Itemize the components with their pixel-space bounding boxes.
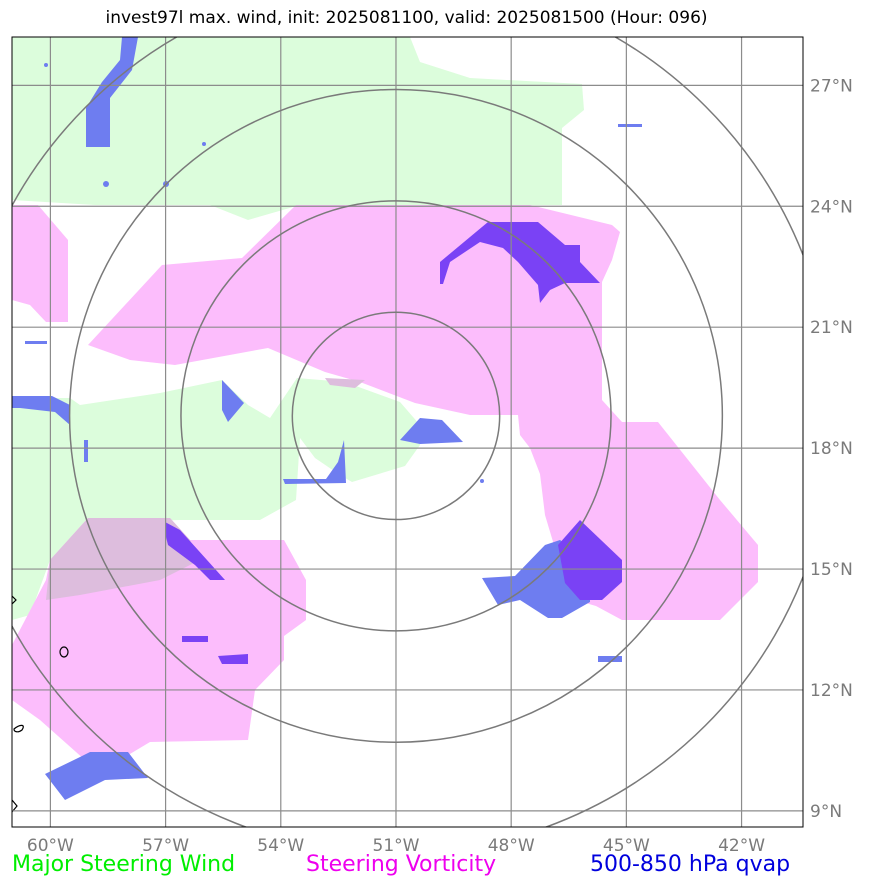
qvap-center-south-streak: [283, 440, 346, 484]
range-rings: [12, 37, 803, 827]
qvap-bottom-left-patch: [45, 752, 148, 800]
lon-tick-label: 57°W: [142, 836, 189, 856]
overlap-region-southwest: [46, 518, 200, 600]
lon-tick-label: 60°W: [27, 836, 74, 856]
lat-tick-label: 12°N: [810, 681, 853, 701]
lon-tick-label: 45°W: [603, 836, 650, 856]
qvap-west-dash: [25, 341, 47, 344]
contour-fragment-1: [59, 646, 69, 658]
lat-tick-label: 24°N: [810, 197, 853, 217]
lon-tick-label: 54°W: [257, 836, 304, 856]
range-ring: [180, 200, 612, 632]
map-title: invest97l max. wind, init: 2025081100, v…: [105, 8, 708, 28]
legend-steering-wind: Major Steering Wind: [12, 852, 236, 877]
qvap-dot-1: [44, 63, 48, 67]
contour-fragment-3: [12, 595, 17, 605]
qvap-west-strip: [12, 396, 70, 425]
lat-tick-label: 15°N: [810, 560, 853, 580]
range-ring: [68, 88, 724, 744]
contour-fragment-4: [12, 799, 18, 813]
overlap-region-center: [325, 378, 365, 388]
qvap-layer: [12, 37, 642, 800]
qvap-west-center-patch: [222, 380, 244, 422]
qvap-east-streak: [598, 656, 622, 662]
qvap-northeast-dash: [618, 124, 642, 127]
lat-tick-label: 21°N: [810, 318, 853, 338]
wind-region-north: [12, 37, 584, 220]
qvap-dot-5: [480, 479, 484, 483]
qvap-small-west: [84, 440, 88, 462]
qvap-dot-2: [103, 181, 109, 187]
qvap-dot-4: [202, 142, 206, 146]
plot-frame: [11, 36, 804, 828]
lat-tick-label: 9°N: [810, 802, 842, 822]
qvap-southeast-dark: [558, 520, 622, 600]
overlap-layer: [46, 378, 365, 600]
latitude-tick-labels: 9°N 12°N 15°N 18°N 21°N 24°N 27°N: [810, 76, 853, 822]
qvap-center-patch: [400, 418, 463, 444]
contour-fragment-2: [13, 724, 24, 733]
longitude-tick-labels: 60°W 57°W 54°W 51°W 48°W 45°W 42°W: [27, 836, 765, 856]
qvap-south-patch-1: [182, 636, 208, 642]
range-ring: [291, 311, 501, 521]
lat-tick-label: 18°N: [810, 439, 853, 459]
qvap-southwest-diagonal: [165, 522, 225, 580]
lon-tick-label: 48°W: [488, 836, 535, 856]
vorticity-band-main: [88, 205, 758, 620]
qvap-south-patch-2: [218, 654, 248, 664]
legend-qvap: 500-850 hPa qvap: [590, 852, 791, 877]
lon-tick-label: 42°W: [718, 836, 765, 856]
lon-tick-label: 51°W: [373, 836, 420, 856]
steering-wind-layer: [12, 37, 584, 620]
graticule: [12, 37, 803, 827]
lat-tick-label: 27°N: [810, 76, 853, 96]
legend-steering-vorticity: Steering Vorticity: [306, 852, 497, 877]
wind-region-west: [12, 378, 420, 620]
qvap-north-strip: [86, 37, 138, 147]
vorticity-region-west-edge: [12, 205, 68, 322]
qvap-northeast-arc: [440, 222, 600, 303]
contour-layer: [12, 595, 69, 813]
